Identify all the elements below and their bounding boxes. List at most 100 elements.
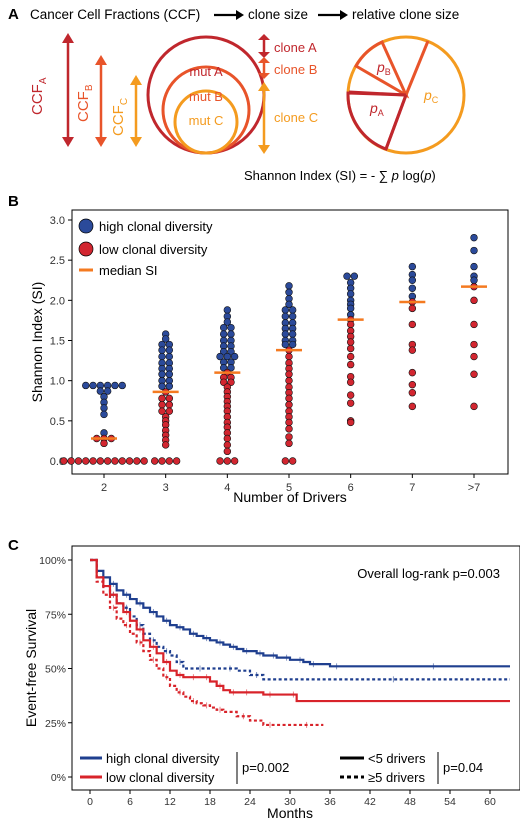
dot-high-diversity — [103, 387, 112, 395]
dot-high-diversity — [223, 306, 232, 314]
dot-low-diversity — [285, 418, 293, 427]
dot-low-diversity — [470, 296, 478, 305]
dot-low-diversity — [408, 320, 417, 329]
dot-high-diversity — [100, 404, 108, 412]
c-x-tick-label: 30 — [284, 796, 296, 808]
panel-b-medians — [91, 285, 487, 440]
dot-high-diversity — [281, 340, 290, 349]
dot-high-diversity — [158, 346, 166, 354]
header-arrow-1 — [214, 10, 244, 20]
dot-high-diversity — [285, 282, 293, 290]
dot-high-diversity — [96, 387, 105, 395]
dot-high-diversity — [158, 382, 166, 390]
dot-low-diversity — [285, 370, 293, 378]
dot-low-diversity — [470, 370, 478, 378]
b-x-tick-label: 6 — [348, 482, 354, 494]
dot-low-diversity — [103, 457, 112, 465]
panel-c-legend: high clonal diversity low clonal diversi… — [80, 751, 483, 785]
dot-low-diversity — [165, 394, 174, 403]
dot-high-diversity — [216, 352, 224, 361]
dot-low-diversity — [285, 439, 293, 448]
c-y-tick-label: 0% — [51, 772, 66, 784]
dot-high-diversity — [346, 290, 355, 298]
dot-high-diversity — [223, 318, 232, 326]
panel-b-letter: B — [8, 193, 19, 210]
dot-low-diversity — [285, 376, 293, 385]
pie-chart — [346, 35, 466, 155]
dot-high-diversity — [165, 370, 174, 378]
panel-b-x-label: Number of Drivers — [233, 489, 347, 505]
dot-low-diversity — [285, 352, 293, 361]
dot-high-diversity — [288, 330, 297, 338]
dot-low-diversity — [408, 304, 417, 313]
dot-low-diversity — [151, 457, 159, 465]
dot-low-diversity — [165, 401, 174, 409]
dot-low-diversity — [346, 320, 355, 329]
panel-c-x-label: Months — [267, 805, 313, 821]
dot-low-diversity — [408, 380, 417, 389]
dot-high-diversity — [165, 352, 174, 361]
dot-low-diversity — [158, 401, 166, 409]
clone-a-arrow — [258, 34, 270, 58]
dot-low-diversity — [470, 340, 478, 349]
b-x-tick-label: >7 — [468, 482, 481, 494]
c-x-tick-label: 18 — [204, 796, 216, 808]
dot-low-diversity — [172, 457, 181, 465]
b-x-tick-label: 4 — [224, 482, 230, 494]
logrank-annotation: Overall log-rank p=0.003 — [357, 566, 500, 581]
panel-a-header-clone-size: clone size — [248, 7, 308, 22]
dot-low-diversity — [140, 457, 148, 465]
b-x-tick-label: 3 — [163, 482, 169, 494]
c-y-tick-label: 75% — [45, 609, 66, 621]
dot-low-diversity — [118, 457, 126, 465]
dot-low-diversity — [165, 407, 174, 415]
c-y-tick-label: 50% — [45, 664, 66, 676]
pie-slice-a — [346, 91, 409, 151]
dot-low-diversity — [223, 441, 232, 449]
dot-high-diversity — [470, 276, 478, 284]
dot-high-diversity — [408, 262, 417, 271]
b-y-tick-label: 1.0 — [50, 376, 65, 388]
legend-ge5-text: ≥5 drivers — [368, 770, 425, 785]
dot-high-diversity — [285, 300, 293, 309]
dot-high-diversity — [470, 262, 478, 271]
dot-high-diversity — [281, 330, 290, 338]
b-x-tick-label: 2 — [101, 482, 107, 494]
b-y-tick-label: 3.0 — [50, 215, 65, 227]
mut-b-label: mut B — [189, 89, 223, 104]
dot-high-diversity — [227, 323, 235, 332]
legend-p-drivers: p=0.04 — [443, 760, 483, 775]
dot-low-diversity — [281, 457, 290, 465]
dot-low-diversity — [470, 320, 478, 329]
legend-high-marker — [78, 218, 94, 234]
dot-low-diversity — [346, 418, 355, 427]
b-x-tick-label: 7 — [409, 482, 415, 494]
dot-low-diversity — [223, 434, 232, 443]
dot-low-diversity — [161, 441, 170, 449]
dot-high-diversity — [281, 312, 290, 321]
km-curve — [90, 558, 324, 727]
dot-high-diversity — [227, 330, 235, 338]
legend-low-text: low clonal diversity — [106, 770, 215, 785]
dot-high-diversity — [288, 312, 297, 321]
dot-low-diversity — [230, 457, 239, 465]
c-x-tick-label: 0 — [87, 796, 93, 808]
dot-high-diversity — [350, 272, 359, 280]
dot-low-diversity — [346, 344, 355, 353]
dot-low-diversity — [89, 457, 97, 465]
c-x-tick-label: 54 — [444, 796, 456, 808]
dot-high-diversity — [82, 381, 90, 390]
panel-b-plot-frame — [71, 209, 509, 475]
mut-c-label: mut C — [189, 113, 224, 128]
legend-low-label: low clonal diversity — [99, 242, 208, 257]
dot-low-diversity — [74, 457, 83, 465]
panel-a: A Cancer Cell Fractions (CCF) clone size… — [8, 6, 466, 183]
c-x-tick-label: 36 — [324, 796, 336, 808]
dot-low-diversity — [408, 368, 417, 377]
dot-low-diversity — [346, 391, 355, 399]
dot-low-diversity — [216, 457, 224, 465]
dot-low-diversity — [285, 394, 293, 403]
dot-low-diversity — [133, 457, 141, 465]
panel-b-x-axis: 2 3 4 5 6 7 >7 — [101, 474, 480, 494]
